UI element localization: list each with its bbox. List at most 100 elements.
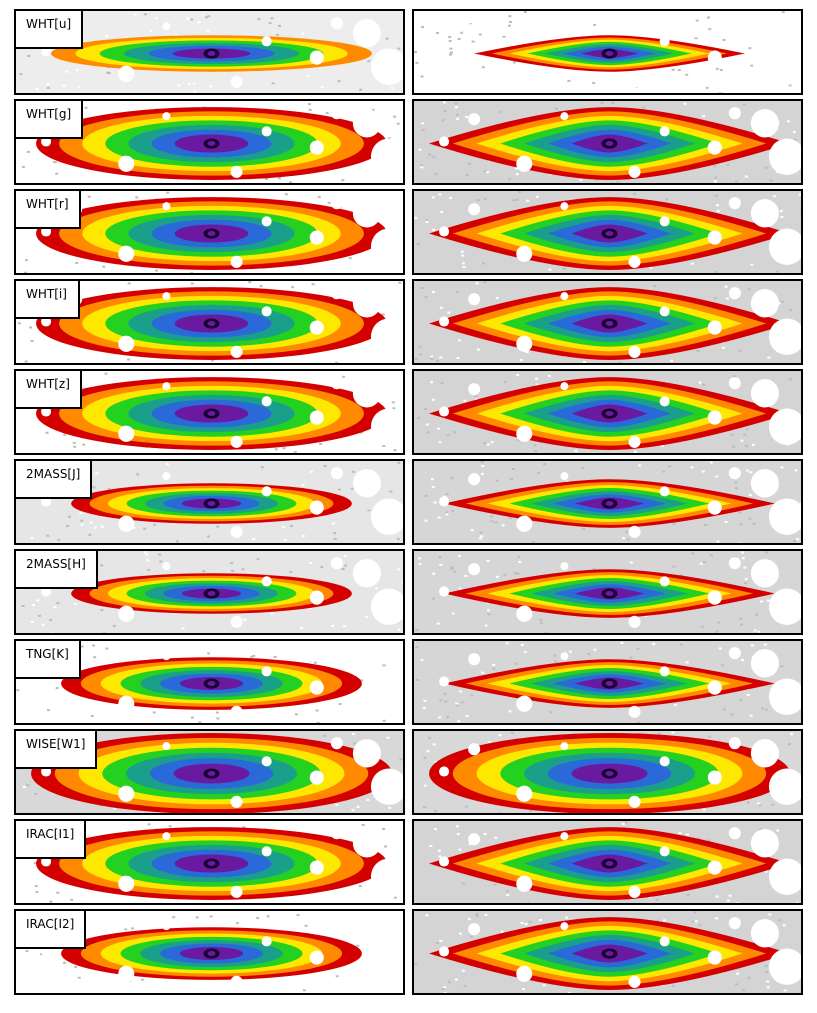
noise-speck [37, 987, 41, 990]
noise-speck [748, 517, 752, 520]
noise-speck [265, 178, 269, 181]
star-mask [659, 666, 670, 677]
star-mask [162, 112, 171, 121]
star-mask [352, 19, 381, 48]
noise-speck [662, 470, 666, 473]
noise-speck [277, 177, 281, 180]
noise-speck [32, 974, 36, 977]
star-mask [768, 318, 801, 355]
band-label: 2MASS[J] [16, 461, 93, 499]
noise-speck [326, 380, 330, 383]
star-mask [261, 306, 272, 317]
noise-speck [159, 560, 163, 563]
star-mask [516, 155, 533, 172]
star-mask [309, 950, 324, 965]
noise-speck [514, 662, 518, 665]
noise-speck [736, 902, 740, 903]
star-mask [230, 435, 243, 448]
galaxy-nucleus [207, 230, 216, 237]
noise-speck [669, 359, 673, 362]
star-mask [439, 406, 450, 417]
noise-speck [397, 911, 401, 914]
noise-speck [527, 901, 531, 903]
noise-speck [708, 28, 712, 31]
noise-speck [307, 103, 311, 106]
noise-speck [418, 563, 422, 566]
noise-speck [382, 445, 386, 448]
galaxy-isophote-map [414, 551, 801, 633]
noise-speck [177, 84, 181, 87]
galaxy-nucleus [605, 410, 614, 417]
noise-speck [455, 113, 459, 116]
star-mask [352, 739, 381, 768]
star-mask [309, 140, 324, 155]
galaxy-nucleus [207, 500, 216, 507]
noise-speck [715, 67, 719, 70]
noise-speck [337, 80, 341, 83]
observed-image-panel: WISE[W1] [14, 729, 405, 815]
noise-speck [351, 470, 355, 473]
noise-speck [397, 461, 401, 464]
noise-speck [744, 578, 748, 581]
noise-speck [418, 345, 422, 348]
star-mask [516, 65, 533, 82]
noise-speck [640, 21, 644, 24]
noise-speck [21, 604, 25, 607]
noise-speck [463, 985, 467, 988]
noise-speck [53, 161, 57, 164]
noise-speck [105, 647, 109, 650]
noise-speck [460, 31, 464, 34]
galaxy-isophote-map [414, 371, 801, 453]
noise-speck [143, 527, 147, 530]
star-mask [162, 832, 171, 841]
noise-speck [319, 442, 323, 446]
star-mask [330, 197, 343, 210]
noise-speck [461, 262, 465, 265]
noise-speck [424, 519, 428, 522]
noise-speck [421, 25, 425, 29]
noise-speck [415, 61, 419, 64]
noise-speck [741, 557, 745, 560]
noise-speck [283, 539, 287, 542]
noise-speck [592, 567, 596, 570]
star-mask [309, 410, 324, 425]
noise-speck [429, 381, 433, 384]
noise-speck [396, 122, 400, 125]
noise-speck [100, 609, 104, 612]
noise-speck [75, 69, 79, 72]
noise-speck [677, 69, 681, 72]
noise-speck [625, 530, 629, 533]
noise-speck [479, 76, 483, 79]
noise-speck [780, 300, 784, 303]
noise-speck [542, 463, 546, 466]
star-mask [628, 525, 641, 538]
star-mask [352, 289, 381, 318]
noise-speck [420, 659, 424, 662]
noise-speck [426, 431, 430, 434]
noise-speck [759, 828, 763, 831]
star-mask [352, 829, 381, 858]
star-mask [468, 203, 481, 216]
noise-speck [519, 359, 523, 362]
noise-speck [544, 631, 548, 633]
noise-speck [143, 13, 147, 16]
noise-speck [181, 627, 185, 630]
noise-speck [787, 743, 791, 746]
star-mask [628, 795, 641, 808]
noise-speck [332, 522, 336, 525]
noise-speck [27, 55, 31, 58]
galaxy-isophote-map [414, 101, 801, 183]
noise-speck [391, 401, 395, 404]
noise-speck [325, 356, 329, 359]
star-mask [162, 652, 171, 661]
noise-speck [235, 922, 239, 925]
galaxy-isophote-map [414, 191, 801, 273]
noise-speck [617, 361, 621, 363]
noise-speck [31, 604, 35, 607]
noise-speck [119, 923, 123, 926]
noise-speck [77, 976, 81, 979]
noise-speck [424, 296, 428, 299]
noise-speck [30, 536, 34, 539]
noise-speck [341, 568, 345, 571]
noise-speck [64, 712, 68, 715]
